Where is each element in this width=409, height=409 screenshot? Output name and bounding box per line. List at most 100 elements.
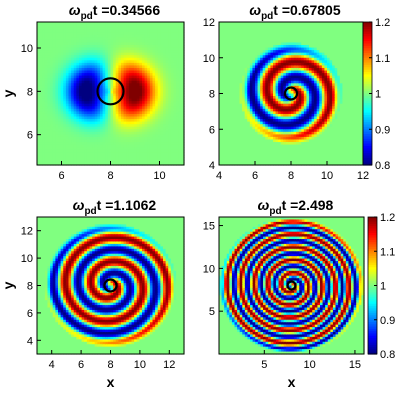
heatmap-cell [118,60,122,64]
heatmap-cell [68,22,72,26]
heatmap-cell [275,85,279,89]
heatmap-cell [157,149,161,153]
heatmap-cell [283,142,287,146]
heatmap-cell [79,126,83,130]
heatmap-cell [252,103,256,107]
heatmap-cell [110,96,114,100]
heatmap-cell [131,32,135,36]
heatmap-cell [126,24,130,28]
heatmap-cell [94,47,98,51]
heatmap-cell [131,134,135,138]
heatmap-cell [58,39,62,44]
heatmap-cell [144,93,148,97]
heatmap-cell [71,116,75,120]
heatmap-cell [126,98,130,102]
heatmap-cell [280,78,284,82]
heatmap-cell [50,103,54,107]
heatmap-cell [255,142,259,146]
heatmap-cell [157,39,161,44]
heatmap-cell [249,75,254,79]
heatmap-cell [231,73,236,77]
heatmap-cell [60,152,64,156]
heatmap-cell [71,162,75,166]
heatmap-cell [270,98,274,102]
heatmap-cell [219,78,223,82]
heatmap-cell [221,75,225,79]
heatmap-cell [73,162,77,166]
heatmap-cell [92,42,96,46]
heatmap-cell [270,24,274,28]
heatmap-cell [89,119,93,123]
heatmap-cell [260,65,264,69]
heatmap-cell [118,139,122,143]
heatmap-cell [229,60,233,64]
heatmap-cell [267,57,272,61]
heatmap-cell [81,157,85,161]
heatmap-cell [79,44,83,49]
heatmap-cell [170,162,175,166]
heatmap-cell [224,116,228,120]
heatmap-cell [105,136,109,141]
heatmap-cell [301,119,305,123]
heatmap-cell [65,32,70,36]
heatmap-cell [257,62,261,67]
heatmap-cell [252,90,256,95]
heatmap-cell [144,83,148,87]
heatmap-cell [105,157,109,161]
heatmap-cell [270,90,274,95]
heatmap-cell [50,24,54,28]
heatmap-cell [81,67,85,72]
heatmap-cell [270,124,274,128]
heatmap-cell [176,67,180,72]
heatmap-cell [242,52,246,56]
heatmap-cell [115,24,119,28]
heatmap-cell [291,147,295,151]
heatmap-cell [155,44,159,49]
heatmap-cell [39,134,43,138]
heatmap-cell [94,90,98,95]
heatmap-cell [136,124,140,128]
heatmap-cell [131,103,135,107]
heatmap-cell [160,119,164,123]
heatmap-cell [42,50,46,54]
heatmap-cell [68,144,72,148]
heatmap-cell [219,67,223,72]
heatmap-cell [52,113,56,118]
heatmap-cell [176,139,180,143]
heatmap-cell [244,83,248,87]
heatmap-cell [293,147,297,151]
heatmap-cell [249,121,254,125]
heatmap-cell [229,116,233,120]
heatmap-cell [50,157,54,161]
heatmap-cell [170,57,175,61]
heatmap-cell [234,106,238,110]
heatmap-cell [37,103,41,107]
heatmap-cell [115,65,119,69]
heatmap-cell [163,119,167,123]
heatmap-cell [105,131,109,135]
heatmap-cell [58,60,62,64]
heatmap-cell [126,70,130,74]
heatmap-cell [275,159,279,164]
heatmap-cell [152,126,156,130]
heatmap-cell [239,134,243,138]
heatmap-cell [273,85,277,89]
heatmap-cell [239,83,243,87]
heatmap-cell [44,60,49,64]
heatmap-cell [144,78,148,82]
heatmap-cell [157,144,161,148]
heatmap-cell [244,24,248,28]
heatmap-cell [247,32,251,36]
heatmap-cell [79,24,83,28]
heatmap-cell [283,42,287,46]
heatmap-cell [81,47,85,51]
heatmap-cell [123,57,127,61]
heatmap-cell [81,39,85,44]
heatmap-cell [118,90,122,95]
heatmap-cell [219,75,223,79]
heatmap-cell [118,159,122,164]
heatmap-cell [113,44,117,49]
heatmap-cell [260,32,264,36]
heatmap-cell [128,96,133,100]
heatmap-cell [242,29,246,33]
